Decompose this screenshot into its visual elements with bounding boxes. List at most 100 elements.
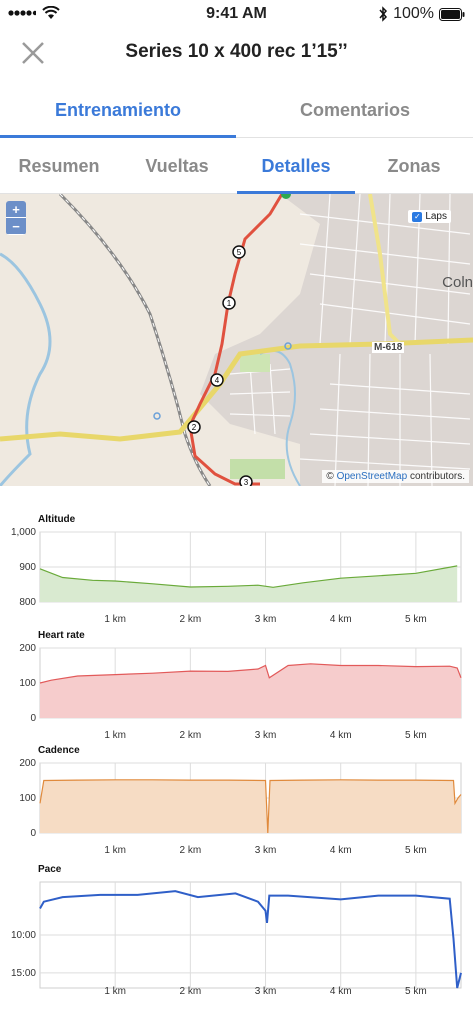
heart-rate-y-tick-label: 200 — [19, 644, 36, 654]
cadence-series-area — [40, 779, 461, 833]
start-marker — [281, 194, 291, 199]
altitude-x-tick-label: 1 km — [104, 614, 126, 625]
park-area — [230, 459, 285, 479]
status-right: 100% — [378, 5, 465, 23]
cadence-x-tick-label: 4 km — [330, 845, 352, 856]
altitude-y-tick-label: 800 — [19, 597, 36, 608]
lap-marker-3[interactable] — [239, 475, 253, 486]
pace-chart: Pace 1 km 2 km 3 km 4 km 5 km 10:00 15:00 — [0, 864, 473, 1004]
cadence-x-tick-label: 2 km — [180, 845, 202, 856]
pace-y-tick-label: 15:00 — [11, 968, 36, 979]
heart-rate-x-tick-label: 2 km — [180, 730, 202, 741]
altitude-y-tick-label: 1,000 — [11, 528, 36, 538]
close-icon — [22, 42, 44, 64]
battery-percent: 100% — [393, 5, 434, 22]
lap-marker-5-label: 5 — [237, 248, 242, 257]
altitude-series-line — [39, 565, 458, 588]
pace-chart-svg: 1 km 2 km 3 km 4 km 5 km 10:00 15:00 — [11, 881, 462, 997]
cadence-y-tick-label: 100 — [19, 793, 36, 804]
tab-zonas[interactable]: Zonas — [387, 156, 441, 176]
top-tabs: Entrenamiento Comentarios — [0, 84, 473, 138]
pace-x-tick-label: 2 km — [180, 986, 202, 997]
altitude-chart-title: Altitude — [38, 514, 76, 525]
signal-area — [8, 6, 60, 20]
zoom-out-button[interactable]: − — [6, 218, 26, 235]
lap-marker-5[interactable] — [232, 245, 246, 259]
nav-bar: Series 10 x 400 rec 1’15’’ — [0, 28, 473, 80]
attribution-prefix: © — [326, 471, 334, 482]
lap-marker-1-label: 1 — [227, 299, 232, 308]
pace-series-line — [39, 890, 462, 989]
lap-marker-2-label: 2 — [192, 423, 197, 432]
laps-checkbox[interactable]: ✓ — [412, 211, 423, 222]
heart-rate-x-tick-label: 1 km — [104, 730, 126, 741]
status-bar: 9:41 AM 100% — [0, 0, 473, 28]
tab-resumen[interactable]: Resumen — [18, 156, 100, 176]
road-secondary — [368, 194, 402, 346]
lap-marker-1[interactable] — [222, 296, 236, 310]
altitude-x-tick-label: 2 km — [180, 614, 202, 625]
altitude-chart: Altitude 1 km 2 km 3 km 4 km 5 km 1,000 900 800 — [0, 514, 473, 626]
tab-vueltas[interactable]: Vueltas — [145, 156, 209, 176]
heart-rate-series-area — [40, 663, 461, 718]
pace-x-tick-label: 1 km — [104, 986, 126, 997]
pace-x-tick-label: 3 km — [255, 986, 277, 997]
cadence-x-tick-label: 5 km — [405, 845, 427, 856]
lap-marker-2[interactable] — [187, 420, 201, 434]
heart-rate-x-tick-label: 3 km — [255, 730, 277, 741]
map-place-label: Coln — [442, 274, 473, 291]
lap-marker-3-label: 3 — [244, 478, 249, 486]
lap-markers: 5 1 4 2 3 — [187, 245, 253, 486]
heart-rate-x-tick-label: 5 km — [405, 730, 427, 741]
poi-icon-2 — [284, 342, 292, 350]
tab-detalles[interactable]: Detalles — [237, 140, 355, 194]
pace-y-tick-label: 10:00 — [11, 930, 36, 941]
cadence-y-tick-label: 200 — [19, 759, 36, 769]
altitude-x-tick-label: 4 km — [330, 614, 352, 625]
lap-marker-4-label: 4 — [215, 376, 220, 385]
river — [0, 252, 52, 486]
sub-tabs: Resumen Vueltas Detalles Zonas — [0, 140, 473, 194]
altitude-y-tick-label: 900 — [19, 562, 36, 573]
heart-rate-chart: Heart rate 1 km 2 km 3 km 4 km 5 km 200 100 0 — [0, 630, 473, 742]
pace-x-tick-label: 5 km — [405, 986, 427, 997]
laps-label: Laps — [425, 211, 447, 222]
altitude-x-tick-label: 3 km — [255, 614, 277, 625]
wifi-icon — [42, 6, 60, 19]
pace-x-tick-label: 4 km — [330, 986, 352, 997]
heart-rate-y-tick-label: 100 — [19, 678, 36, 689]
heart-rate-chart-title: Heart rate — [38, 630, 85, 641]
stream — [259, 349, 301, 486]
poi-icon — [153, 412, 161, 420]
bluetooth-icon — [379, 6, 388, 22]
laps-toggle[interactable]: ✓ Laps — [408, 210, 451, 223]
battery-icon — [439, 7, 465, 21]
cadence-y-tick-label: 0 — [30, 828, 36, 839]
map-canvas[interactable]: 5 1 4 2 3 — [0, 194, 473, 486]
heart-rate-x-tick-label: 4 km — [330, 730, 352, 741]
zoom-in-button[interactable]: + — [6, 201, 26, 218]
page-title: Series 10 x 400 rec 1’15’’ — [125, 41, 348, 62]
park-area-2 — [240, 354, 270, 372]
signal-bars-icon — [8, 10, 36, 16]
altitude-series-area — [40, 565, 458, 602]
pace-chart-title: Pace — [38, 864, 62, 875]
altitude-x-tick-label: 5 km — [405, 614, 427, 625]
tab-entrenamiento[interactable]: Entrenamiento — [0, 84, 236, 138]
close-button[interactable] — [18, 38, 48, 68]
attribution-suffix: contributors. — [409, 471, 465, 482]
status-time: 9:41 AM — [206, 5, 267, 22]
heart-rate-chart-svg: 1 km 2 km 3 km 4 km 5 km 200 100 0 — [19, 644, 462, 741]
osm-link[interactable]: OpenStreetMap — [336, 471, 408, 482]
lap-marker-4[interactable] — [210, 373, 224, 387]
cadence-series-line — [39, 779, 462, 834]
route-map[interactable]: 5 1 4 2 3 + − ✓ Laps Coln M-618 © OpenSt… — [0, 194, 473, 486]
zoom-control: + − — [6, 201, 26, 235]
cadence-x-tick-label: 3 km — [255, 845, 277, 856]
cadence-chart-title: Cadence — [38, 745, 80, 756]
heart-rate-y-tick-label: 0 — [30, 713, 36, 724]
heart-rate-series-line — [39, 663, 462, 684]
tab-comentarios[interactable]: Comentarios — [299, 100, 411, 120]
cadence-chart-svg: 1 km 2 km 3 km 4 km 5 km 200 100 0 — [19, 759, 462, 856]
cadence-chart: Cadence 1 km 2 km 3 km 4 km 5 km 200 100 0 — [0, 745, 473, 857]
